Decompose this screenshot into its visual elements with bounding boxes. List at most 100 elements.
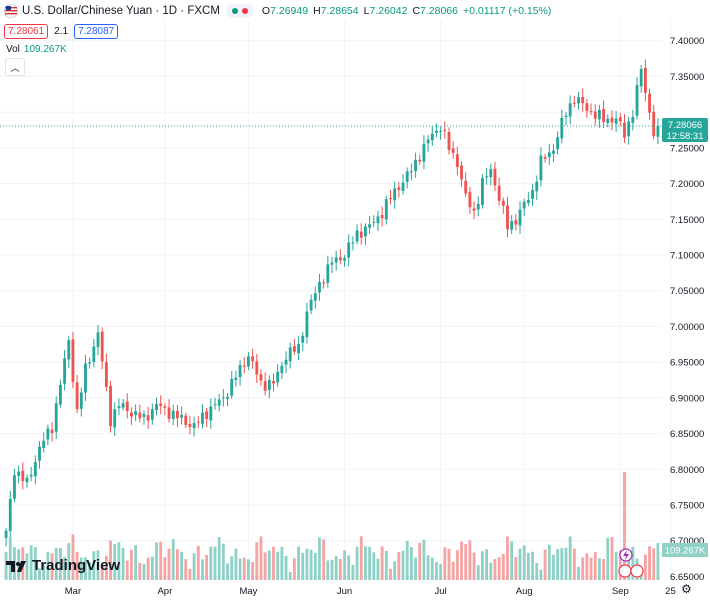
volume-bar [134,545,138,580]
volume-bar [359,536,363,580]
volume-bar [480,551,484,580]
volume-bar [180,551,184,580]
candle-body [84,363,87,393]
volume-bar [38,568,41,580]
candle-body [614,118,618,124]
volume-bar [297,546,300,580]
volume-bar [251,562,255,580]
countdown-value: 12:58:31 [667,131,704,142]
volume-bar [393,561,397,580]
x-tick-label: 25 [665,586,676,597]
volume-bar [522,545,526,580]
volume-bar [100,565,104,580]
ohlc-values: O7.26949 H7.28654 L7.26042 C7.28066 +0.0… [262,5,551,17]
candle-body [42,440,46,449]
candle-body [343,258,346,261]
candle-body [552,150,555,154]
change-value: +0.01117 (+0.15%) [463,5,552,17]
volume-bar [167,548,171,580]
open-value: 7.26949 [270,5,309,17]
candle-body [581,96,585,104]
buy-button[interactable]: 7.28087 [74,24,119,39]
volume-bar [205,554,209,580]
tradingview-logo[interactable]: TradingView [6,557,120,574]
candle-body [422,143,426,162]
gear-icon[interactable]: ⚙ [681,582,692,596]
volume-bar [58,548,62,580]
volume-bar [435,562,438,580]
y-tick-label: 7.25000 [670,143,704,154]
quote-row: 7.28061 2.1 7.28087 [4,24,119,39]
market-status-indicator[interactable] [225,4,254,18]
x-tick-label: Mar [65,586,81,597]
y-tick-label: 6.95000 [670,358,704,369]
volume-bar [334,555,338,580]
candle-body [251,356,255,362]
volume-bar [54,547,58,580]
volume-bar [33,547,37,580]
candle-body [167,407,171,419]
candle-body [100,331,104,362]
candle-body [234,377,238,380]
symbol-title[interactable]: U.S. Dollar/Chinese Yuan · 1D · FXCM [22,5,220,17]
candle-body [623,122,626,138]
status-dot-icon [241,8,248,14]
candle-body [460,165,463,180]
sell-button[interactable]: 7.28061 [4,24,49,39]
candle-body [121,403,125,408]
candle-body [455,154,459,167]
volume-bar [71,534,75,580]
volume-bar [464,544,468,580]
candle-body [79,392,83,409]
volume-bar [577,566,580,580]
volume-bar [79,557,83,580]
volume-bar [631,546,635,580]
y-tick-label: 6.65000 [670,572,704,583]
volume-bar [564,547,568,580]
candle-body [163,406,167,408]
candle-body [67,340,71,360]
candle-body [238,365,242,378]
candle-body [389,197,392,200]
volume-bar [117,542,121,580]
volume-bar [276,551,280,580]
low-value: 7.26042 [369,5,408,17]
volume-bar [309,549,313,580]
candle-body [635,85,639,116]
candle-body [21,470,25,482]
candle-body [430,133,434,141]
volume-bar [8,536,12,580]
candle-body [405,171,409,182]
volume-bar [414,557,417,580]
volume-bar [284,555,288,580]
volume-bar [259,536,263,580]
y-tick-label: 6.75000 [670,501,704,512]
candle-body [54,403,58,432]
volume-bar [92,551,96,580]
collapse-legend-button[interactable]: ︿ [5,58,25,76]
candle-body [259,374,263,381]
candle-body [376,216,380,224]
ohlc-key: C [412,5,421,17]
candle-body [418,159,422,162]
volume-bar [468,540,472,580]
volume-bar [234,548,238,580]
volume-bar [84,557,87,580]
volume-bar [497,557,501,580]
volume-bar [142,563,146,580]
volume-bar [25,553,29,580]
candle-body [585,103,589,111]
candle-body [472,208,476,211]
volume-bar [292,558,296,580]
candle-body [397,187,401,190]
volume-bar [272,546,275,580]
volume-bar [602,559,606,580]
volume-bar [171,539,175,580]
y-tick-label: 7.40000 [670,36,704,47]
volume-bar [217,537,221,580]
candle-body [184,415,188,425]
volume-bar [130,549,133,580]
candle-body [464,180,468,194]
